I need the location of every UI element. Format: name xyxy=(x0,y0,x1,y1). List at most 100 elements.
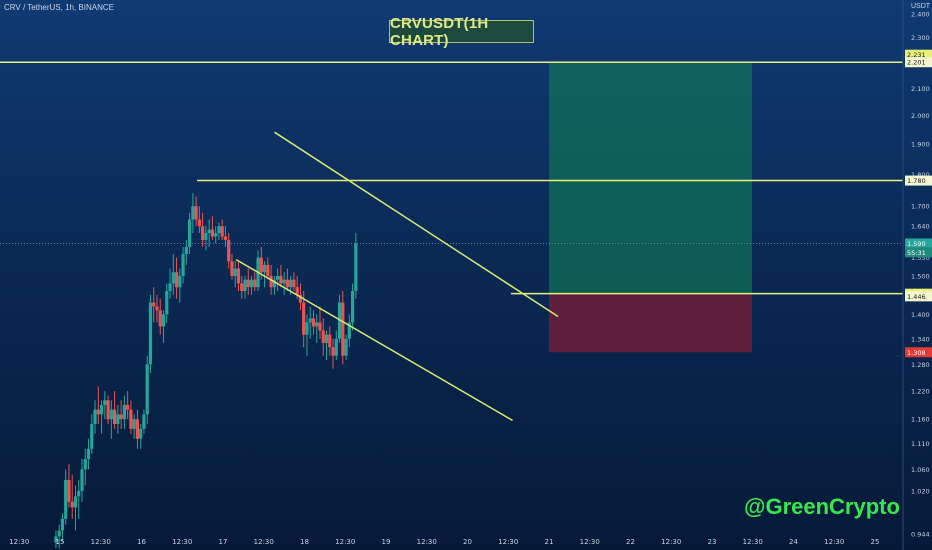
candle-body xyxy=(318,322,322,331)
candle-body xyxy=(70,501,74,508)
candle-body xyxy=(347,322,351,339)
candle-body xyxy=(246,279,250,288)
y-tick-label: 1.340 xyxy=(911,335,930,343)
badge-resistance-bg xyxy=(905,175,932,186)
y-tick-label: 1.550 xyxy=(911,254,930,262)
zones-layer xyxy=(549,62,752,353)
x-tick-label: 22 xyxy=(626,538,635,546)
candle-body xyxy=(249,279,254,288)
x-tick-label: 12:30 xyxy=(172,538,192,546)
candle-body xyxy=(272,279,276,288)
candle-body xyxy=(106,400,110,420)
candle-body xyxy=(191,206,195,220)
candle-body xyxy=(337,302,342,339)
badge-target-top: 2.231 xyxy=(907,51,926,59)
x-tick-label: 23 xyxy=(708,538,717,546)
badge-stop-bg xyxy=(905,347,932,358)
candle-body xyxy=(236,268,241,284)
candle-body xyxy=(223,236,228,240)
candle-body xyxy=(168,283,172,291)
badge-stop: 1.308 xyxy=(907,349,926,357)
candle-body xyxy=(282,279,286,284)
candle-body xyxy=(302,302,306,335)
y-tick-label: 1.400 xyxy=(911,311,930,319)
candle-body xyxy=(197,219,201,227)
candle-body xyxy=(295,287,299,295)
y-tick-label: 1.700 xyxy=(911,203,930,211)
x-tick-label: 12:30 xyxy=(335,538,355,546)
candle-body xyxy=(119,414,123,420)
candle-body xyxy=(262,264,267,273)
x-tick-label: 12:30 xyxy=(91,538,111,546)
badge-target: 2.201 xyxy=(907,59,926,67)
y-tick-label: 1.020 xyxy=(911,487,930,495)
x-tick-label: 12:30 xyxy=(9,538,29,546)
candle-body xyxy=(54,536,58,543)
candle-body xyxy=(204,233,208,240)
candle-body xyxy=(161,314,166,327)
candle-body xyxy=(321,330,325,343)
candle-body xyxy=(217,226,221,234)
stop-zone xyxy=(549,293,752,353)
badge-breakout-second-bg xyxy=(905,291,932,302)
x-tick-label: 16 xyxy=(137,538,146,546)
x-tick-label: 20 xyxy=(463,538,472,546)
candle-body xyxy=(194,206,198,220)
badge-target-top-bg xyxy=(905,49,932,60)
candle-body xyxy=(142,414,146,429)
candle-body xyxy=(227,239,231,262)
candle-body xyxy=(315,322,319,327)
candle-body xyxy=(93,409,97,424)
y-tick-label: 2.300 xyxy=(911,34,930,42)
candles-layer xyxy=(54,193,358,549)
candle-body xyxy=(240,283,244,291)
candle-body xyxy=(158,310,162,327)
x-tick-label: 12:30 xyxy=(824,538,844,546)
x-tick-label: 19 xyxy=(382,538,391,546)
candle-body xyxy=(116,414,120,424)
candle-body xyxy=(308,318,312,323)
candle-body xyxy=(311,318,316,327)
badge-current-price-bg xyxy=(905,238,932,249)
badge-current-price: 1.590 xyxy=(907,240,926,248)
x-tick-label: 12:30 xyxy=(661,538,681,546)
x-tick-label: 25 xyxy=(871,538,880,546)
y-tick-label: 1.640 xyxy=(911,223,930,231)
candle-body xyxy=(354,243,358,291)
candle-body xyxy=(135,419,140,439)
candle-body xyxy=(350,290,355,323)
candle-body xyxy=(129,409,133,429)
x-tick-label: 21 xyxy=(545,538,554,546)
y-tick-label: 1.160 xyxy=(911,416,930,424)
candle-body xyxy=(181,254,185,276)
lines-layer xyxy=(0,61,903,422)
candle-body xyxy=(243,279,247,291)
y-tick-label: 1.220 xyxy=(911,388,930,396)
candle-body xyxy=(64,480,68,519)
y-tick-label: 1.800 xyxy=(911,171,930,179)
x-tick-label: 12:30 xyxy=(580,538,600,546)
x-tick-label: 12:30 xyxy=(498,538,518,546)
symbol-header[interactable]: CRV / TetherUS, 1h, BINANCE xyxy=(4,3,114,12)
x-tick-label: 15 xyxy=(56,538,65,546)
candle-body xyxy=(334,338,338,356)
target-zone xyxy=(549,62,752,294)
candle-body xyxy=(276,275,280,280)
x-tick-label: 12:30 xyxy=(743,538,763,546)
candle-body xyxy=(210,229,215,237)
candle-body xyxy=(83,458,87,470)
candle-body xyxy=(324,334,329,343)
x-tick-label: 18 xyxy=(300,538,309,546)
x-tick-label: 12:30 xyxy=(417,538,437,546)
currency-label: USDT xyxy=(911,3,931,10)
y-tick-label: 1.060 xyxy=(911,466,930,474)
candle-body xyxy=(328,334,332,348)
candle-body xyxy=(331,347,335,356)
candle-body xyxy=(233,268,237,276)
candle-body xyxy=(285,279,289,288)
badge-breakout-second: 1.446 xyxy=(907,293,926,301)
candle-body xyxy=(298,294,303,303)
candle-body xyxy=(269,275,273,288)
